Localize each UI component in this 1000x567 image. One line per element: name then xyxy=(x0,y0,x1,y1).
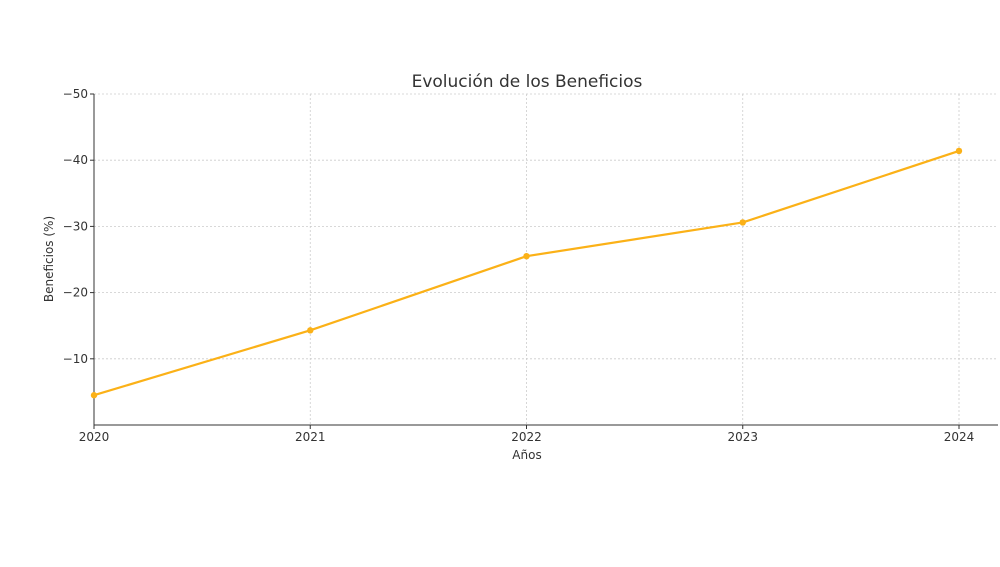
x-tick-label: 2023 xyxy=(727,430,758,444)
data-point xyxy=(90,392,98,399)
data-series xyxy=(90,147,963,399)
x-axis-label: Años xyxy=(512,448,541,462)
tick-labels: 2020 2021 2022 2023 2024 −10 −20 −30 −40 −50 xyxy=(63,87,975,444)
data-point xyxy=(739,219,746,226)
data-point xyxy=(955,147,963,155)
y-axis-label: Beneficios (%) xyxy=(42,216,56,302)
y-tick-label: −20 xyxy=(63,286,88,300)
x-tick-label: 2021 xyxy=(295,430,326,444)
y-tick-label: −40 xyxy=(63,153,88,167)
axes xyxy=(93,94,998,426)
x-tick-label: 2020 xyxy=(79,430,110,444)
x-tick-label: 2024 xyxy=(944,430,975,444)
chart-title: Evolución de los Beneficios xyxy=(412,72,643,92)
grid-lines xyxy=(93,93,998,425)
data-point xyxy=(523,252,530,260)
y-tick-label: −30 xyxy=(63,219,88,233)
y-tick-label: −50 xyxy=(63,87,88,101)
x-tick-label: 2022 xyxy=(511,430,542,444)
data-point xyxy=(307,327,314,334)
y-tick-label: −10 xyxy=(63,352,88,366)
